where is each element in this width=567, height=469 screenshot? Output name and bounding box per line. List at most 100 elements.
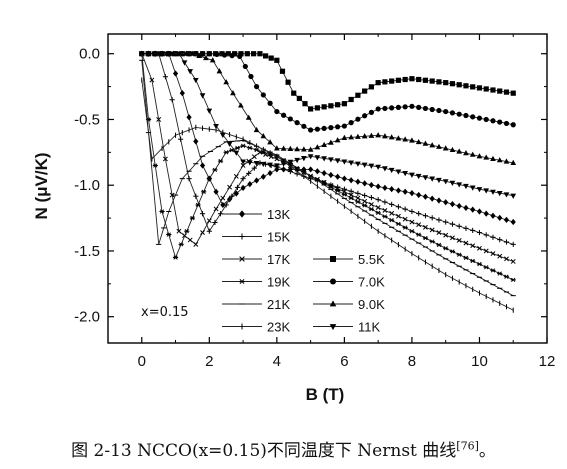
legend-label: 15K: [267, 230, 290, 245]
point-marker: [490, 87, 496, 93]
legend-entry-5-5k: 5.5K: [313, 252, 385, 267]
point-marker: [328, 171, 334, 179]
point-marker: [190, 215, 195, 221]
point-marker: [238, 51, 244, 57]
point-marker: [476, 85, 483, 91]
point-marker: [389, 218, 394, 223]
point-marker: [294, 146, 300, 152]
point-marker: [302, 101, 308, 107]
point-marker: [314, 126, 320, 132]
point-marker: [503, 192, 510, 198]
point-marker: [436, 79, 442, 85]
point-marker: [416, 104, 422, 110]
point-marker: [497, 253, 503, 259]
series-21k: [139, 59, 516, 297]
point-marker: [362, 203, 367, 208]
point-marker: [308, 127, 314, 133]
point-marker: [402, 171, 409, 177]
point-marker: [213, 188, 219, 195]
point-marker: [429, 176, 436, 182]
point-marker: [153, 163, 158, 168]
point-marker: [330, 256, 336, 262]
point-marker: [416, 222, 422, 228]
point-marker: [199, 162, 206, 169]
point-marker: [260, 133, 267, 139]
point-marker: [355, 161, 361, 167]
plot-frame: [107, 33, 548, 344]
point-marker: [189, 50, 196, 56]
legend-label: 7.0K: [358, 275, 385, 290]
point-marker: [368, 84, 374, 90]
point-marker: [201, 189, 206, 194]
point-marker: [314, 155, 321, 161]
point-marker: [490, 189, 496, 195]
point-marker: [267, 169, 273, 177]
point-marker: [470, 243, 476, 249]
point-marker: [193, 138, 199, 145]
point-marker: [382, 79, 388, 85]
point-marker: [503, 89, 510, 95]
point-marker: [483, 86, 489, 92]
point-marker: [348, 177, 354, 184]
point-marker: [301, 156, 307, 162]
point-marker: [186, 114, 192, 121]
point-marker: [443, 199, 449, 206]
point-marker: [321, 156, 327, 162]
point-marker: [176, 51, 182, 57]
figure-caption: 图 2-13 NCCO(x=0.15)不同温度下 Nernst 曲线[76]。: [0, 436, 567, 461]
point-marker: [206, 218, 212, 224]
point-marker: [422, 175, 429, 181]
point-marker: [449, 110, 456, 116]
point-marker: [415, 138, 422, 145]
composition-annotation: x=0.15: [141, 305, 189, 320]
point-marker: [456, 111, 462, 117]
point-marker: [470, 258, 475, 264]
point-marker: [368, 181, 374, 189]
point-marker: [334, 158, 341, 164]
point-marker: [449, 180, 456, 186]
point-marker: [443, 246, 448, 251]
point-marker: [396, 221, 401, 227]
caption-reference: [76]: [456, 439, 479, 453]
point-marker: [375, 164, 382, 170]
point-marker: [504, 256, 509, 262]
point-marker: [395, 169, 402, 175]
point-marker: [510, 122, 516, 128]
legend-label: 17K: [267, 252, 290, 267]
point-marker: [162, 156, 168, 162]
point-marker: [490, 155, 496, 161]
point-marker: [287, 159, 294, 165]
point-marker: [248, 73, 254, 80]
point-marker: [321, 141, 327, 148]
x-tick-label: 10: [471, 353, 488, 370]
point-marker: [301, 123, 307, 129]
point-marker: [496, 157, 503, 163]
point-marker: [341, 159, 348, 165]
point-marker: [504, 274, 509, 279]
series-layer: [138, 50, 517, 313]
point-marker: [469, 185, 476, 191]
point-marker: [213, 123, 219, 130]
point-marker: [463, 183, 469, 190]
point-marker: [181, 60, 188, 66]
point-marker: [375, 106, 381, 112]
point-marker: [187, 69, 194, 75]
legend-label: 11K: [358, 320, 380, 335]
point-marker: [368, 163, 375, 169]
point-marker: [375, 210, 381, 215]
point-marker: [355, 178, 361, 185]
x-axis-title: B (T): [306, 385, 345, 404]
point-marker: [442, 179, 449, 185]
point-marker: [268, 55, 274, 61]
point-marker: [192, 77, 199, 84]
point-marker: [206, 51, 212, 57]
point-marker: [415, 173, 422, 180]
point-marker: [294, 120, 300, 126]
point-marker: [224, 150, 229, 155]
point-marker: [429, 227, 435, 233]
series-23k: [141, 77, 514, 313]
point-marker: [314, 144, 321, 150]
y-tick-label: -1.5: [74, 243, 100, 260]
point-marker: [178, 242, 184, 247]
point-marker: [212, 167, 218, 173]
